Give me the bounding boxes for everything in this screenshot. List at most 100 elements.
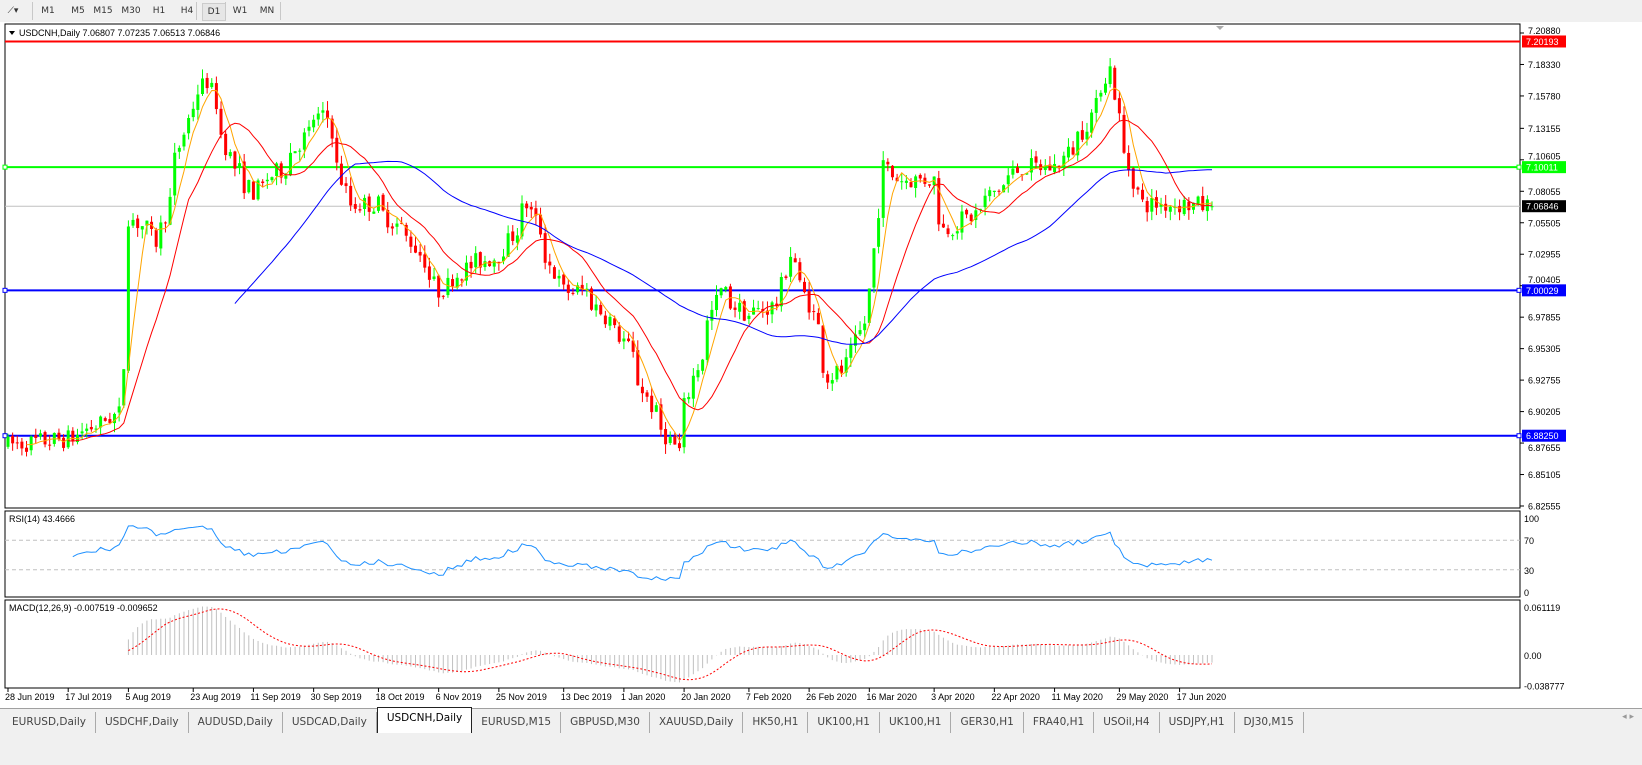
candle-body [85,428,89,431]
candle-body [145,220,149,226]
candle-body [224,133,228,156]
chart-tab[interactable]: USOil,H4 [1094,712,1160,733]
chart-tab[interactable]: FRA40,H1 [1024,712,1095,733]
candle-body [631,340,635,352]
timeframe-m15-button[interactable]: M15 [93,6,113,16]
chart-tab[interactable]: USDCHF,Daily [96,712,189,733]
candle-body [363,197,367,209]
candle-body [520,203,524,237]
candle-body [886,161,890,165]
timeframe-d1-button[interactable]: D1 [202,3,226,21]
candle-body [113,413,117,424]
candle-body [455,277,459,288]
candle-body [1150,197,1154,212]
timeframe-h1-button[interactable]: H1 [152,6,166,16]
current-price-label: 7.06846 [1526,202,1559,212]
candle-body [288,152,292,176]
chart-tab[interactable]: UK100,H1 [808,712,880,733]
chart-tab[interactable]: USDCNH,Daily [376,707,473,733]
crosshair-tool-icon[interactable]: ⟋▾ [7,6,19,16]
price-tick-label: 7.13155 [1528,124,1561,134]
timeframe-m30-button[interactable]: M30 [121,6,141,16]
chart-tab[interactable]: GBPUSD,M30 [561,712,650,733]
candle-body [94,428,98,430]
chart-tab[interactable]: UK100,H1 [880,712,952,733]
rsi-panel [4,510,1521,598]
candle-body [543,233,547,263]
candle-body [784,276,788,278]
candle-body [664,429,668,445]
date-tick-label: 6 Nov 2019 [436,692,482,702]
candle-body [849,344,853,358]
candle-body [214,83,218,110]
timeframe-w1-button[interactable]: W1 [232,6,248,16]
candle-body [349,185,353,206]
chart-tab[interactable]: EURUSD,Daily [3,712,96,733]
candle-body [909,182,913,188]
candle-body [1127,152,1131,170]
candle-body [890,165,894,178]
chart-tab[interactable]: HK50,H1 [743,712,809,733]
candle-body [321,110,325,113]
candle-body [270,177,274,181]
candle-body [191,108,195,118]
candle-body [840,365,844,373]
timeframe-mn-button[interactable]: MN [259,6,275,16]
candle-body [353,204,357,209]
macd-tick-label: -0.038777 [1524,681,1565,691]
chart-tab[interactable]: GER30,H1 [951,712,1024,733]
timeframe-h4-button[interactable]: H4 [180,6,194,16]
candle-body [645,392,649,397]
price-tick-label: 6.92755 [1528,376,1561,386]
candle-body [1210,206,1214,208]
candle-body [599,304,603,315]
candle-body [904,180,908,183]
date-tick-label: 30 Sep 2019 [311,692,362,702]
price-tick-label: 6.82555 [1528,502,1561,512]
candle-body [719,288,723,296]
candle-body [437,275,441,298]
candle-body [969,214,973,222]
candle-body [742,301,746,321]
chart-tab[interactable]: DJ30,M15 [1235,712,1304,733]
candle-body [136,218,140,229]
candle-body [159,222,163,249]
timeframe-m1-button[interactable]: M1 [41,6,55,16]
chart-tab[interactable]: XAUUSD,Daily [650,712,744,733]
chart-tab[interactable]: USDCAD,Daily [283,712,377,733]
chart-window[interactable]: 7.20880 7.18330 7.15780 7.13155 7.10605 7.080… [0,22,1642,708]
candle-body [1108,66,1112,85]
candle-body [965,209,969,215]
candle-body [691,375,695,399]
candle-body [613,318,617,326]
candle-body [330,118,334,139]
chart-canvas[interactable]: 7.20880 7.18330 7.15780 7.13155 7.10605 7.080… [0,22,1642,708]
chart-tab[interactable]: EURUSD,M15 [472,712,562,733]
candle-body [48,444,52,446]
macd-tick-label: 0.00 [1524,651,1542,661]
candle-body [293,151,297,154]
rsi-tick-label: 70 [1524,536,1534,546]
candle-body [1029,158,1033,173]
chart-tab[interactable]: AUDUSD,Daily [189,712,283,733]
candle-body [15,442,19,444]
candle-body [219,108,223,135]
date-tick-label: 20 Jan 2020 [681,692,731,702]
candle-body [789,256,793,277]
ma-slow-line [234,160,1212,345]
candle-body [265,179,269,182]
ma-fast-line [26,87,1213,446]
timeframe-m5-button[interactable]: M5 [71,6,85,16]
tab-scroll-arrows[interactable]: ◂ ▸ [1622,712,1634,722]
candle-body [627,338,631,342]
candle-body [534,208,538,216]
candle-body [1159,204,1163,207]
candle-body [506,233,510,257]
price-tick-label: 7.10605 [1528,152,1561,162]
candle-body [247,179,251,193]
candle-body [539,214,543,235]
candle-body [284,175,288,179]
candle-body [34,435,38,438]
candle-body [853,334,857,346]
chart-tab[interactable]: USDJPY,H1 [1160,712,1235,733]
